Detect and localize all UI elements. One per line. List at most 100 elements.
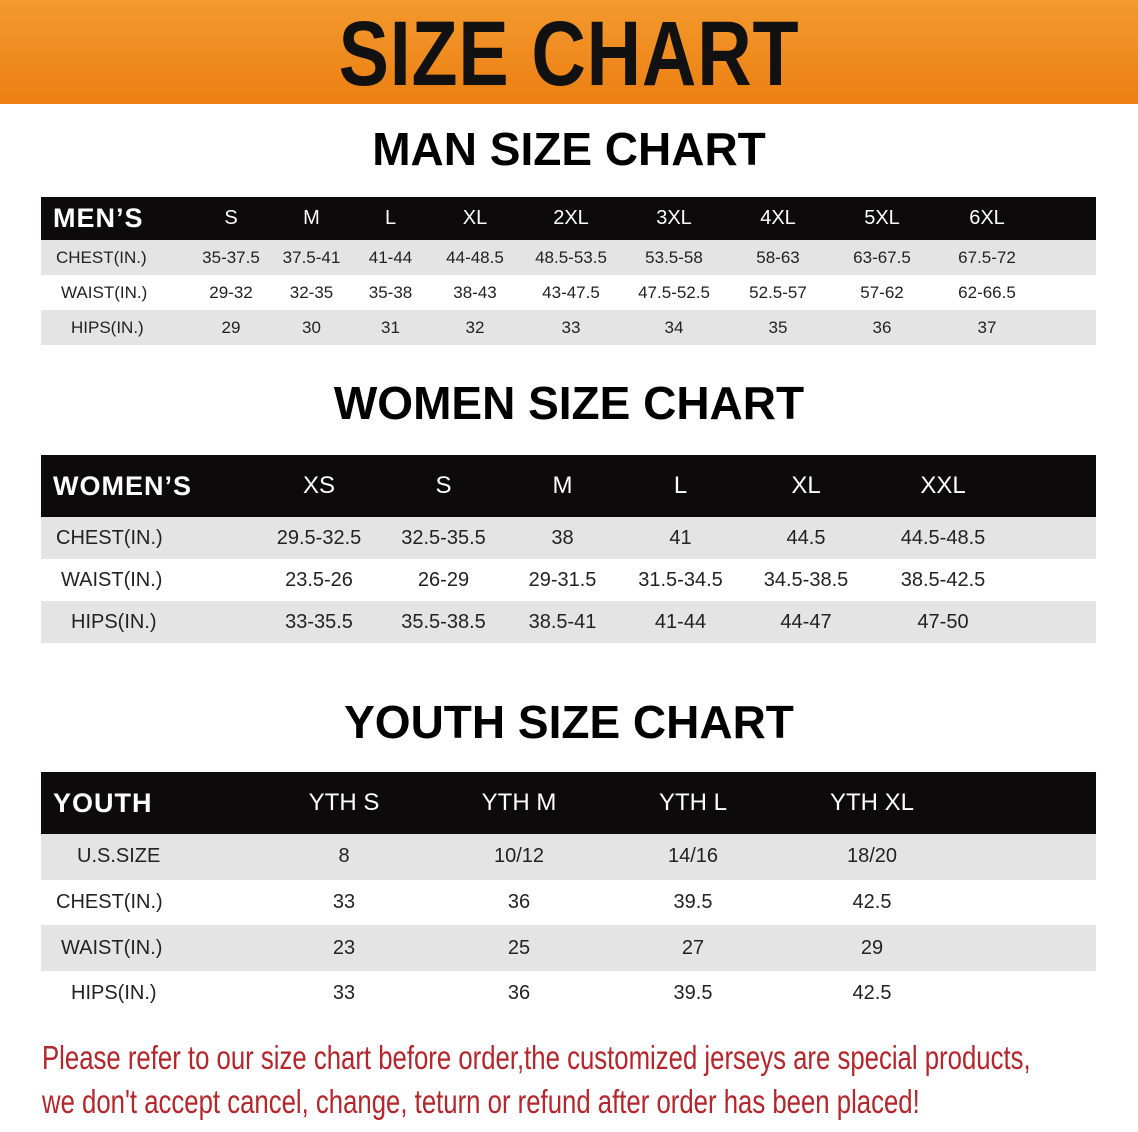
size-header: L <box>621 455 740 517</box>
size-header: M <box>272 197 351 240</box>
size-header: XS <box>255 455 383 517</box>
row-label: CHEST(IN.) <box>41 240 190 275</box>
row-label: CHEST(IN.) <box>41 879 256 926</box>
table-cell: 63-67.5 <box>830 240 934 275</box>
table-header-label: MEN’S <box>41 197 190 240</box>
table-cell: 62-66.5 <box>934 275 1040 310</box>
table-cell: 34 <box>622 310 726 345</box>
table-cell: 29 <box>780 925 964 972</box>
table-cell: 23 <box>256 925 432 972</box>
table-row: CHEST(IN.) 29.5-32.5 32.5-35.5 38 41 44.5 44.5… <box>41 517 1096 559</box>
table-cell: 35.5-38.5 <box>383 601 504 643</box>
size-header: XL <box>740 455 872 517</box>
table-cell: 33 <box>256 879 432 926</box>
table-cell: 31.5-34.5 <box>621 559 740 601</box>
row-label: WAIST(IN.) <box>41 559 255 601</box>
table-cell: 35-37.5 <box>190 240 272 275</box>
row-filler <box>964 971 1096 1017</box>
table-cell: 29-32 <box>190 275 272 310</box>
table-header-label: WOMEN’S <box>41 455 255 517</box>
table-row: HIPS(IN.) 33 36 39.5 42.5 <box>41 971 1096 1017</box>
table-row: CHEST(IN.) 33 36 39.5 42.5 <box>41 879 1096 926</box>
row-filler <box>1040 275 1096 310</box>
table-cell: 26-29 <box>383 559 504 601</box>
table-cell: 10/12 <box>432 834 606 880</box>
table-cell: 32.5-35.5 <box>383 517 504 559</box>
size-header: 6XL <box>934 197 1040 240</box>
row-label: HIPS(IN.) <box>41 601 255 643</box>
row-filler <box>1014 517 1096 559</box>
table-row: WAIST(IN.) 23 25 27 29 <box>41 925 1096 972</box>
table-cell: 38.5-41 <box>504 601 621 643</box>
row-label: HIPS(IN.) <box>41 971 256 1017</box>
row-label: WAIST(IN.) <box>41 925 256 972</box>
size-header: 2XL <box>520 197 622 240</box>
table-cell: 67.5-72 <box>934 240 1040 275</box>
row-filler <box>1014 601 1096 643</box>
row-filler <box>964 925 1096 972</box>
size-header: 5XL <box>830 197 934 240</box>
table-cell: 33 <box>256 971 432 1017</box>
table-header-label: YOUTH <box>41 772 256 834</box>
table-cell: 38 <box>504 517 621 559</box>
header-filler <box>1040 197 1096 240</box>
size-header: XXL <box>872 455 1014 517</box>
notice-line: we don't accept cancel, change, teturn o… <box>42 1083 920 1120</box>
table-cell: 52.5-57 <box>726 275 830 310</box>
table-cell: 14/16 <box>606 834 780 880</box>
row-label: U.S.SIZE <box>41 834 256 880</box>
table-cell: 36 <box>830 310 934 345</box>
table-cell: 36 <box>432 971 606 1017</box>
table-cell: 31 <box>351 310 430 345</box>
row-filler <box>1040 310 1096 345</box>
youth-section-title: YOUTH SIZE CHART <box>344 696 794 748</box>
table-cell: 29.5-32.5 <box>255 517 383 559</box>
table-cell: 41-44 <box>621 601 740 643</box>
table-row: U.S.SIZE 8 10/12 14/16 18/20 <box>41 834 1096 880</box>
men-section-title: MAN SIZE CHART <box>372 123 766 175</box>
table-cell: 47-50 <box>872 601 1014 643</box>
table-cell: 33 <box>520 310 622 345</box>
table-cell: 34.5-38.5 <box>740 559 872 601</box>
table-cell: 44-47 <box>740 601 872 643</box>
table-cell: 29-31.5 <box>504 559 621 601</box>
table-cell: 27 <box>606 925 780 972</box>
row-label: HIPS(IN.) <box>41 310 190 345</box>
row-label: WAIST(IN.) <box>41 275 190 310</box>
table-cell: 23.5-26 <box>255 559 383 601</box>
title-banner: SIZE CHART <box>0 0 1138 105</box>
size-header: S <box>383 455 504 517</box>
table-cell: 33-35.5 <box>255 601 383 643</box>
row-filler <box>964 834 1096 880</box>
table-cell: 36 <box>432 879 606 926</box>
table-cell: 39.5 <box>606 971 780 1017</box>
table-cell: 53.5-58 <box>622 240 726 275</box>
table-row: HIPS(IN.) 33-35.5 35.5-38.5 38.5-41 41-44 44-… <box>41 601 1096 643</box>
table-cell: 25 <box>432 925 606 972</box>
table-cell: 32 <box>430 310 520 345</box>
table-cell: 44.5 <box>740 517 872 559</box>
size-header: YTH L <box>606 772 780 834</box>
table-cell: 29 <box>190 310 272 345</box>
men-size-table: MEN’S S M L XL 2XL 3XL 4XL 5XL 6XL CHEST(IN.) 35-3… <box>41 197 1096 345</box>
table-cell: 42.5 <box>780 971 964 1017</box>
notice-line: Please refer to our size chart before or… <box>42 1039 1031 1076</box>
table-cell: 35 <box>726 310 830 345</box>
table-cell: 8 <box>256 834 432 880</box>
table-cell: 38-43 <box>430 275 520 310</box>
row-filler <box>1040 240 1096 275</box>
table-cell: 44-48.5 <box>430 240 520 275</box>
table-row: HIPS(IN.) 29 30 31 32 33 34 35 36 37 <box>41 310 1096 345</box>
table-cell: 58-63 <box>726 240 830 275</box>
size-header: 3XL <box>622 197 726 240</box>
table-cell: 32-35 <box>272 275 351 310</box>
youth-size-table: YOUTH YTH S YTH M YTH L YTH XL U.S.SIZE 8 10/1… <box>41 772 1096 1017</box>
table-cell: 41 <box>621 517 740 559</box>
size-header: L <box>351 197 430 240</box>
table-cell: 37 <box>934 310 1040 345</box>
table-row: CHEST(IN.) 35-37.5 37.5-41 41-44 44-48.5 48.5… <box>41 240 1096 275</box>
row-filler <box>1014 559 1096 601</box>
table-cell: 43-47.5 <box>520 275 622 310</box>
table-row: WAIST(IN.) 23.5-26 26-29 29-31.5 31.5-34.5 34… <box>41 559 1096 601</box>
banner-title: SIZE CHART <box>338 3 800 105</box>
